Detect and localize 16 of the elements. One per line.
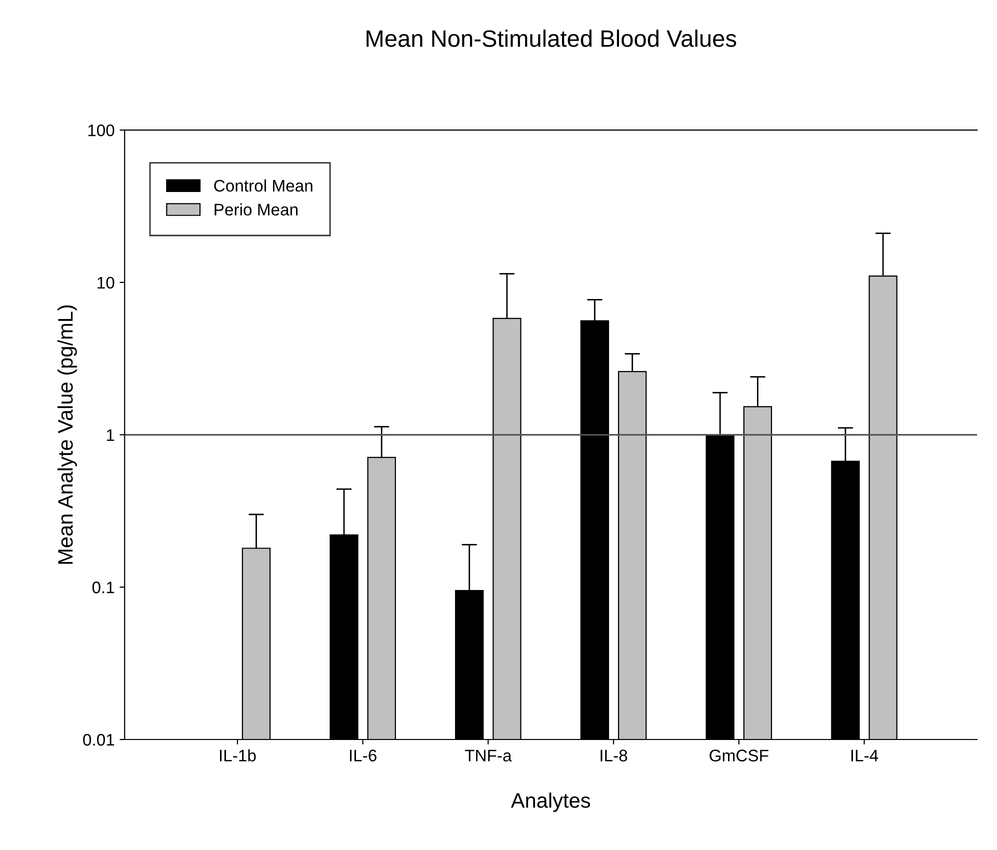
x-tick-label: IL-8 [600,750,628,762]
y-tick-label: 100 [88,124,114,136]
x-tick-label: IL-6 [350,750,376,762]
y-tick-label: 0.01 [83,734,114,746]
x-tick-label: TNF-a [464,750,512,762]
x-axis-title: Analytes [510,792,590,812]
legend-label: Control Mean [214,179,312,192]
y-tick-label: 0.1 [92,582,114,594]
chart-title: Mean Non-Stimulated Blood Values [366,30,736,47]
y-axis-title: Mean Analyte Value (pg/mL) [57,305,77,564]
y-tick-label: 10 [98,276,114,289]
y-tick-label: 1 [106,429,114,441]
x-tick-label: GmCSF [710,750,768,762]
legend-label: Perio Mean [214,203,298,216]
x-tick-label: IL-4 [851,750,878,762]
x-tick-label: IL-1b [220,749,256,762]
